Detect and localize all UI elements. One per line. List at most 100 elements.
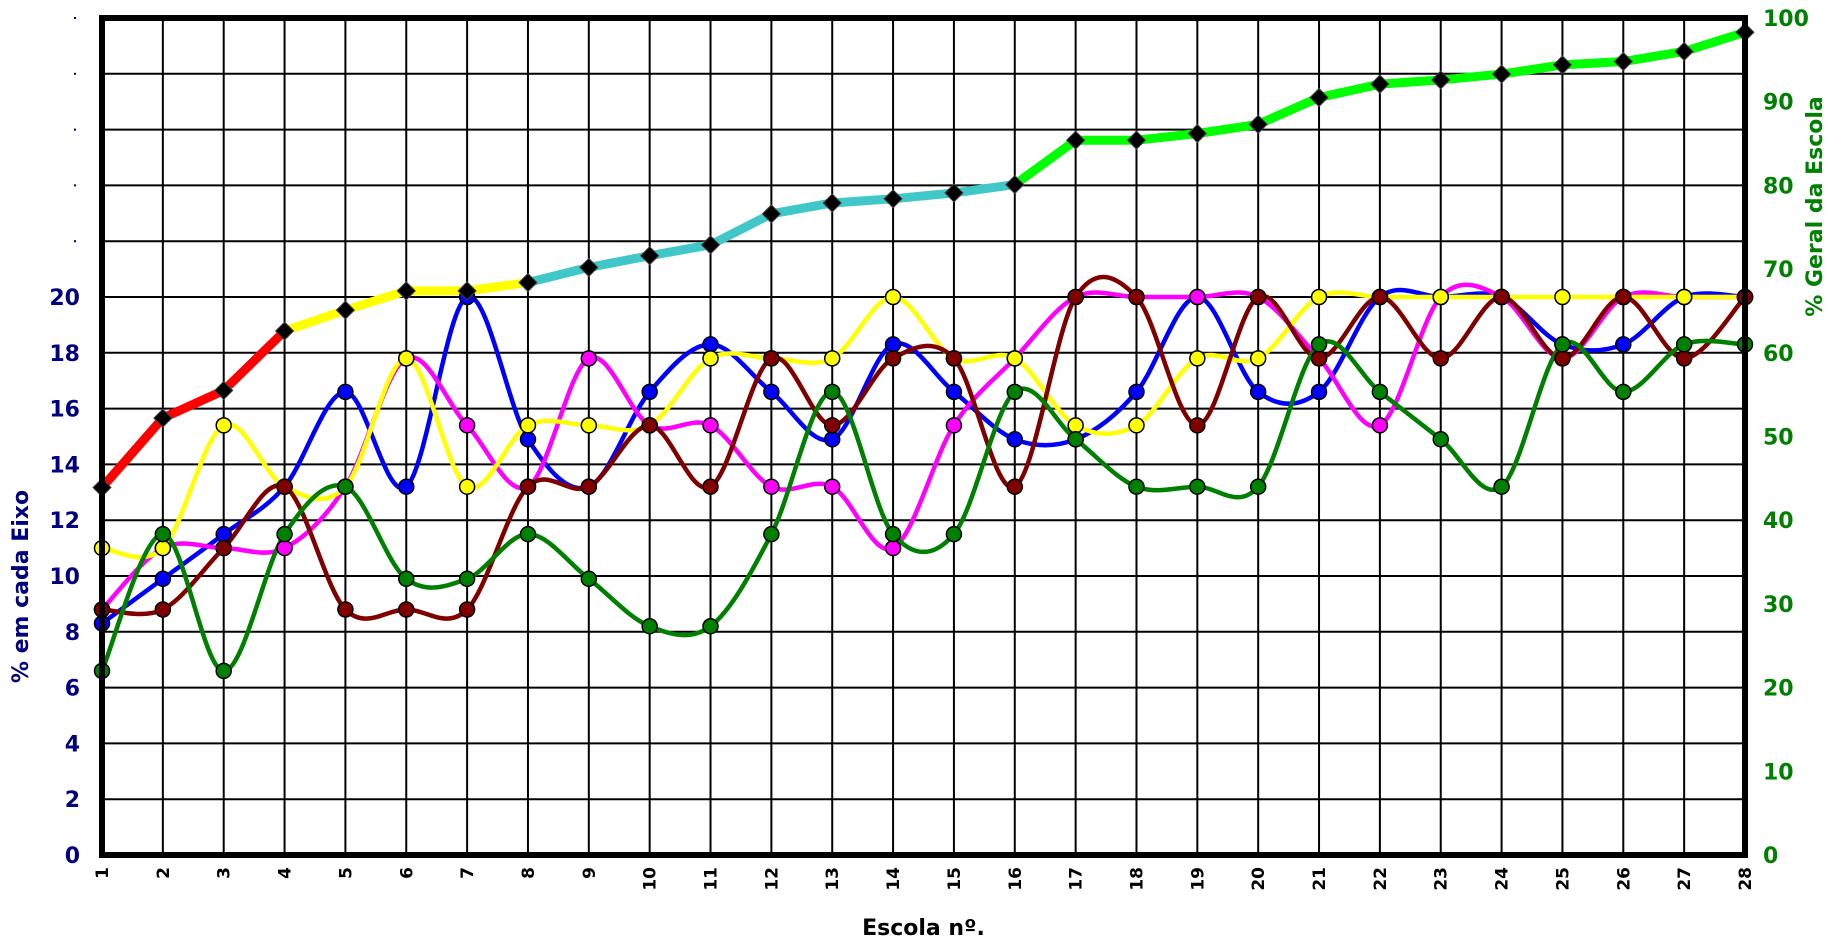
x-tick-label: 19 — [1188, 867, 1208, 891]
series-4-point — [276, 525, 293, 543]
series-2-point — [154, 539, 172, 557]
overall-segment — [462, 277, 533, 296]
series-line-0 — [100, 287, 1746, 626]
left-tick-label: 12 — [49, 509, 80, 534]
series-3-point — [337, 601, 354, 618]
series-0-point — [519, 431, 537, 448]
series-0-point — [945, 383, 963, 401]
series-markers — [92, 22, 1755, 680]
series-3-point — [1310, 350, 1328, 367]
x-tick-label: 20 — [1249, 867, 1269, 891]
x-tick-label: 12 — [762, 867, 782, 891]
series-2-point — [1128, 417, 1145, 434]
x-tick-label: 3 — [215, 867, 235, 879]
overall-segment — [97, 413, 168, 493]
series-4-point — [398, 570, 415, 588]
series-2-point — [823, 350, 841, 367]
series-0-point — [763, 383, 780, 401]
x-tick-label: 24 — [1493, 867, 1513, 891]
overall-segment — [1679, 27, 1750, 56]
overall-segment — [827, 194, 898, 208]
tick-labels: 0246810121416182001020304050607080901001… — [49, 7, 1809, 891]
overall-point — [944, 183, 964, 203]
series-3-point — [1067, 288, 1084, 306]
series-0-point — [1310, 383, 1328, 401]
series-4-point — [458, 570, 476, 588]
series-3-point — [215, 539, 232, 557]
plot-frame — [99, 15, 1748, 858]
overall-point — [274, 321, 295, 341]
series-1-point — [276, 539, 293, 557]
right-tick-label: 40 — [1763, 509, 1794, 534]
x-tick-label: 8 — [519, 867, 539, 879]
left-tick-label: 6 — [65, 677, 80, 702]
series-2-point — [1006, 350, 1024, 367]
x-tick-label: 18 — [1127, 867, 1147, 891]
series-1-point — [702, 417, 719, 434]
overall-point — [213, 380, 234, 401]
series-0-point — [154, 570, 172, 588]
x-tick-label: 25 — [1553, 867, 1573, 891]
series-3-point — [1432, 350, 1449, 367]
overall-segment — [340, 286, 411, 315]
series-2-point — [519, 417, 537, 434]
series-3-point — [1493, 288, 1510, 306]
series-3-point — [580, 478, 598, 495]
left-tick-label: 14 — [49, 453, 80, 478]
overall-point — [518, 272, 538, 293]
series-4-point — [1554, 336, 1571, 353]
right-tick-label: 0 — [1763, 844, 1778, 869]
series-0-point — [215, 525, 232, 543]
series-2-point — [1554, 288, 1571, 306]
series-3-point — [398, 601, 415, 618]
series-3-point — [1249, 288, 1267, 306]
x-axis-label: Escola nº. — [862, 916, 985, 941]
x-tick-label: 13 — [823, 867, 843, 891]
right-tick-label: 20 — [1763, 677, 1794, 702]
overall-point — [1005, 174, 1025, 195]
series-1-point — [1189, 288, 1206, 306]
x-tick-label: 10 — [641, 867, 661, 891]
overall-segment — [584, 251, 655, 272]
overall-segment — [645, 240, 716, 261]
series-4-point — [763, 525, 780, 543]
overall-point — [822, 193, 842, 213]
x-tick-label: 15 — [945, 867, 965, 891]
series-2-point — [1067, 417, 1084, 434]
series-1-point — [458, 417, 476, 434]
overall-point — [1491, 64, 1512, 84]
series-line-2 — [101, 290, 1745, 560]
overall-segment — [1131, 129, 1202, 145]
overall-point — [1187, 123, 1208, 144]
series-0-point — [1128, 383, 1145, 401]
series-3-point — [884, 350, 902, 367]
overall-point — [396, 281, 416, 301]
series-1-point — [884, 539, 902, 557]
series-3-point — [945, 350, 963, 367]
series-4-point — [1493, 478, 1510, 495]
series-3-point — [702, 478, 719, 495]
series-4-point — [1371, 383, 1389, 401]
series-line-1 — [100, 282, 1745, 612]
series-1-point — [945, 417, 963, 434]
series-3-point — [1675, 350, 1693, 367]
overall-segment — [706, 209, 776, 250]
overall-point — [153, 408, 173, 428]
x-tick-label: 6 — [397, 867, 417, 879]
overall-point — [761, 204, 782, 224]
overall-point — [1552, 55, 1573, 75]
series-2-point — [1432, 288, 1449, 306]
series-4-point — [641, 617, 658, 635]
series-3-point — [519, 478, 537, 495]
series-4-point — [1189, 478, 1206, 495]
overall-point — [1613, 51, 1634, 72]
series-2-point — [1189, 350, 1206, 367]
series-0-point — [1249, 383, 1267, 401]
x-tick-label: 7 — [458, 867, 478, 879]
right-tick-label: 90 — [1763, 91, 1794, 116]
overall-point — [457, 281, 477, 301]
series-0-point — [398, 478, 415, 495]
grid — [101, 17, 1746, 856]
overall-segment — [1618, 46, 1689, 67]
